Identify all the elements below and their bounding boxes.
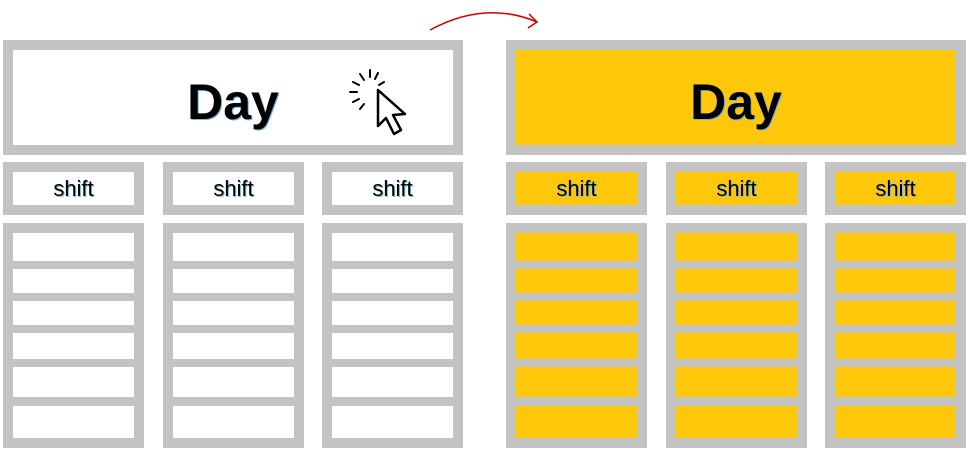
- shift-slot-selected[interactable]: [516, 333, 637, 359]
- shift-slot-column: [163, 223, 304, 448]
- shift-header[interactable]: shift: [3, 162, 144, 215]
- shift-slot[interactable]: [173, 406, 294, 438]
- shift-label: shift: [875, 176, 916, 201]
- click-cursor-icon: [349, 69, 407, 136]
- shift-slot[interactable]: [332, 301, 453, 325]
- curved-arrow-icon: [429, 11, 539, 31]
- shift-slot-selected[interactable]: [516, 269, 637, 293]
- shift-header-selected[interactable]: shift: [506, 162, 647, 215]
- shift-slot[interactable]: [13, 406, 134, 438]
- day-panel-before: Day shift shift shift: [3, 40, 463, 450]
- shift-header-selected[interactable]: shift: [666, 162, 807, 215]
- shift-slot-selected[interactable]: [676, 269, 797, 293]
- shift-label: shift: [53, 176, 94, 201]
- shift-slot[interactable]: [332, 406, 453, 438]
- day-label: Day: [187, 74, 279, 130]
- shift-slot-column-selected: [825, 223, 966, 448]
- shift-slot-selected[interactable]: [835, 301, 956, 325]
- shift-slot-selected[interactable]: [676, 406, 797, 438]
- shift-label: shift: [372, 176, 413, 201]
- shift-label: shift: [716, 176, 757, 201]
- shift-slot[interactable]: [13, 269, 134, 293]
- shift-header[interactable]: shift: [163, 162, 304, 215]
- shift-label: shift: [213, 176, 254, 201]
- shift-header[interactable]: shift: [322, 162, 463, 215]
- shift-slot[interactable]: [173, 333, 294, 359]
- shift-slot-selected[interactable]: [835, 269, 956, 293]
- shift-slot-column-selected: [506, 223, 647, 448]
- shift-slot[interactable]: [173, 233, 294, 261]
- shift-slot[interactable]: [173, 301, 294, 325]
- shift-slot-column-selected: [666, 223, 807, 448]
- shift-slot[interactable]: [332, 333, 453, 359]
- shift-slot[interactable]: [332, 233, 453, 261]
- shift-slot[interactable]: [173, 269, 294, 293]
- shift-slot-selected[interactable]: [835, 333, 956, 359]
- shift-slot-selected[interactable]: [676, 367, 797, 397]
- shift-slot-selected[interactable]: [676, 301, 797, 325]
- shift-slot[interactable]: [13, 333, 134, 359]
- shift-slot-selected[interactable]: [676, 233, 797, 261]
- day-panel-after: Day shift shift shift: [506, 40, 966, 450]
- shift-slot-selected[interactable]: [516, 233, 637, 261]
- day-label: Day: [690, 74, 782, 130]
- shift-slot-selected[interactable]: [516, 406, 637, 438]
- day-header-selected[interactable]: Day: [506, 40, 966, 155]
- shift-label: shift: [556, 176, 597, 201]
- shift-slot-selected[interactable]: [516, 301, 637, 325]
- shift-slot-selected[interactable]: [676, 333, 797, 359]
- shift-slot-selected[interactable]: [835, 367, 956, 397]
- shift-slot[interactable]: [332, 367, 453, 397]
- shift-slot[interactable]: [332, 269, 453, 293]
- shift-slot-selected[interactable]: [516, 367, 637, 397]
- shift-slot-column: [3, 223, 144, 448]
- shift-slot-selected[interactable]: [835, 406, 956, 438]
- shift-slot[interactable]: [13, 233, 134, 261]
- shift-slot[interactable]: [173, 367, 294, 397]
- shift-header-selected[interactable]: shift: [825, 162, 966, 215]
- shift-slot[interactable]: [13, 367, 134, 397]
- shift-slot-selected[interactable]: [835, 233, 956, 261]
- shift-slot-column: [322, 223, 463, 448]
- shift-slot[interactable]: [13, 301, 134, 325]
